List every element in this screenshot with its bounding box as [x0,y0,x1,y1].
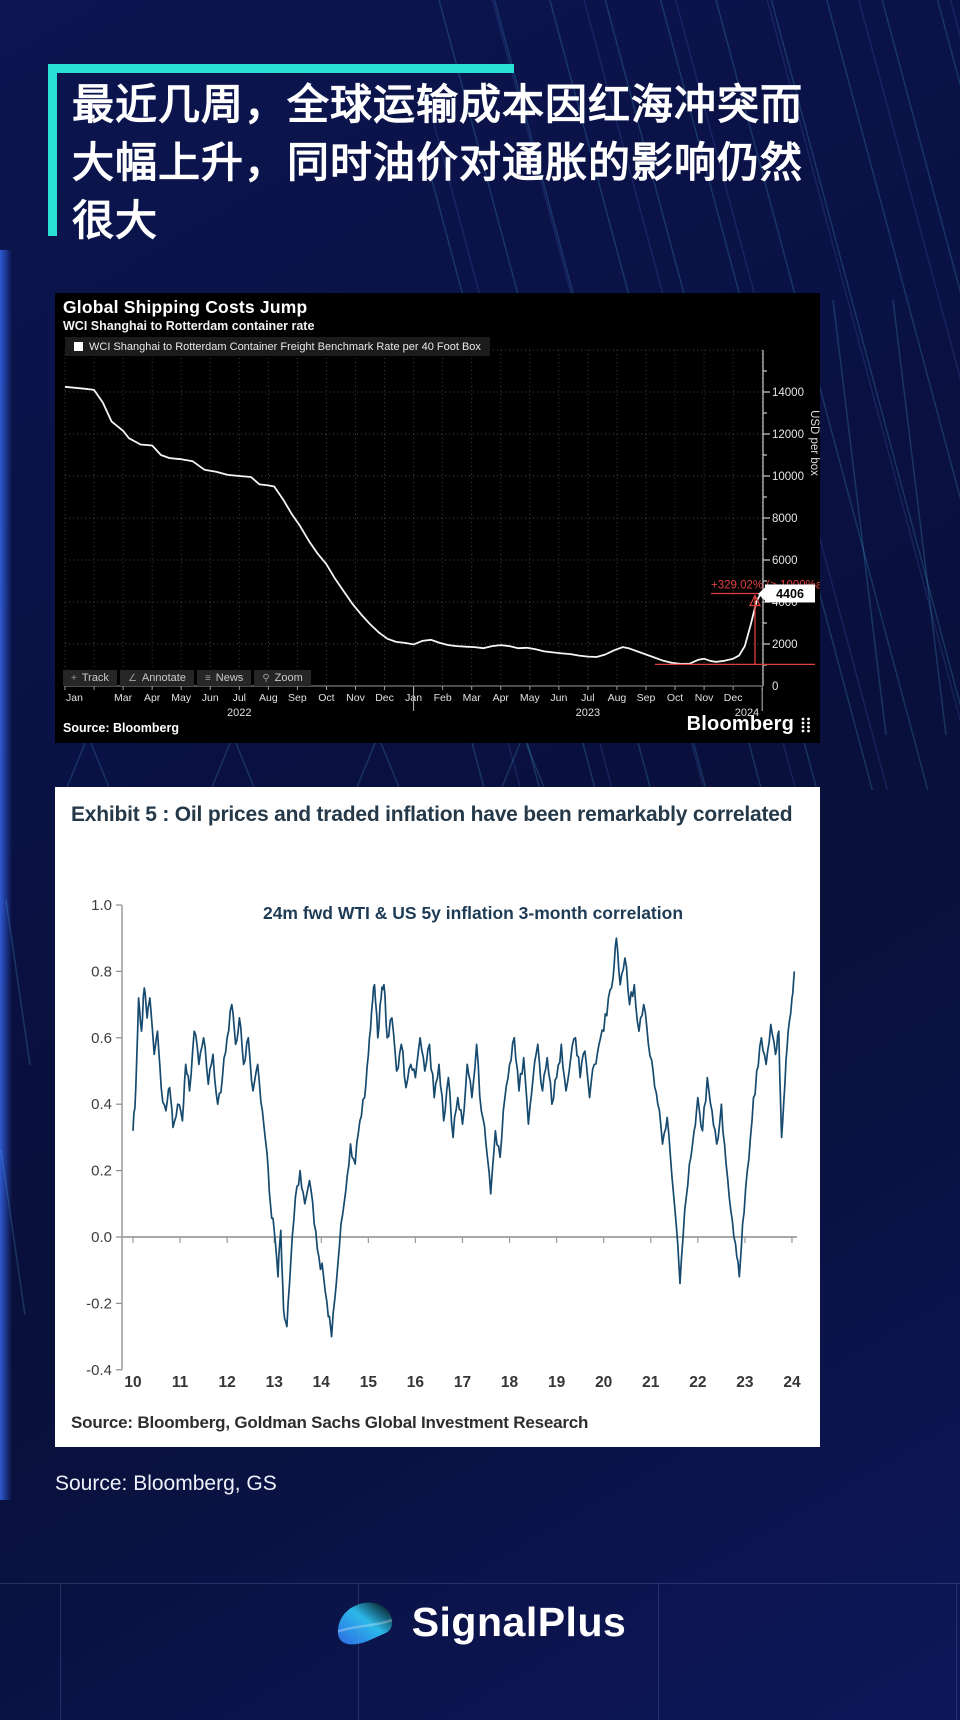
toolbar-track-button[interactable]: + Track [63,670,117,686]
svg-text:23: 23 [736,1374,754,1391]
svg-text:14000: 14000 [772,387,804,399]
svg-text:-0.4: -0.4 [86,1362,112,1379]
svg-text:Dec: Dec [375,692,394,704]
svg-text:0.2: 0.2 [91,1163,112,1180]
page-title-line-3: 很大 [72,197,159,244]
svg-text:15: 15 [360,1374,378,1391]
svg-text:13: 13 [266,1374,284,1391]
svg-text:Jun: Jun [550,692,567,704]
bloomberg-chart-panel: 0 2000 4000 6000 8000 10000 12000 14000 USD per … [55,293,820,743]
svg-text:17: 17 [454,1374,471,1391]
bloomberg-chart-title: Global Shipping Costs Jump [63,297,308,317]
bloomberg-source: Source: Bloomberg [63,721,179,735]
svg-text:4406: 4406 [776,587,804,601]
headline-accent-bar-left [48,64,57,236]
svg-text:Mar: Mar [114,692,133,704]
svg-text:24: 24 [783,1374,801,1391]
svg-text:0: 0 [772,681,778,693]
svg-text:18: 18 [501,1374,519,1391]
svg-text:20: 20 [595,1374,612,1391]
bloomberg-chart-subtitle: WCI Shanghai to Rotterdam container rate [63,319,315,333]
correlation-chart: 1.0 0.8 0.6 0.4 0.2 0.0 -0.2 -0.4 10 11 12 13 14 15 16… [86,897,801,1391]
svg-text:Sep: Sep [288,692,307,704]
svg-text:1.0: 1.0 [91,897,112,914]
bloomberg-logo: Bloomberg [687,713,812,736]
svg-text:Mar: Mar [463,692,482,704]
bloomberg-logo-dots-icon [801,717,810,733]
svg-text:14: 14 [313,1374,331,1391]
svg-text:Sep: Sep [637,692,656,704]
left-edge-glow [0,250,12,1500]
page-title-line-1: 最近几周，全球运输成本因红海冲突而 [72,81,804,128]
svg-text:Aug: Aug [608,692,627,704]
svg-text:May: May [171,692,192,704]
track-icon: + [71,672,77,684]
svg-text:May: May [520,692,541,704]
svg-text:Oct: Oct [667,692,683,704]
svg-text:12000: 12000 [772,429,804,441]
toolbar-label: Zoom [274,672,303,684]
annotate-icon: ∠ [127,672,137,684]
svg-text:Nov: Nov [695,692,714,704]
signalplus-icon [337,1602,393,1645]
bloomberg-legend: WCI Shanghai to Rotterdam Container Frei… [65,337,490,356]
page-title: 最近几周，全球运输成本因红海冲突而 大幅上升，同时油价对通胀的影响仍然 很大 [72,76,872,250]
svg-text:21: 21 [642,1374,660,1391]
bottom-grid-decor [0,1583,960,1720]
toolbar-label: Annotate [141,672,186,684]
svg-text:Nov: Nov [346,692,365,704]
source-note: Source: Bloomberg, GS [55,1472,277,1495]
svg-text:2024: 2024 [735,707,759,719]
svg-text:Aug: Aug [259,692,278,704]
svg-text:10000: 10000 [772,471,804,483]
exhibit-panel: Exhibit 5 : Oil prices and traded inflat… [55,787,820,1447]
svg-text:6000: 6000 [772,555,798,567]
svg-text:0.0: 0.0 [91,1229,112,1246]
svg-text:11: 11 [172,1374,189,1391]
svg-text:0.8: 0.8 [91,963,112,980]
exhibit-source: Source: Bloomberg, Goldman Sachs Global … [71,1413,589,1432]
svg-text:2022: 2022 [227,707,251,719]
svg-text:19: 19 [548,1374,566,1391]
toolbar-annotate-button[interactable]: ∠ Annotate [119,670,194,686]
svg-text:2023: 2023 [576,707,600,719]
svg-text:USD per box: USD per box [808,410,820,476]
bloomberg-logo-text: Bloomberg [686,713,794,735]
svg-text:10: 10 [124,1374,141,1391]
svg-text:24m fwd WTI & US 5y inflation: 24m fwd WTI & US 5y inflation 3-month co… [263,903,683,923]
svg-text:Jul: Jul [233,692,246,704]
signalplus-branding: SignalPlus [0,1593,960,1651]
legend-label: WCI Shanghai to Rotterdam Container Frei… [89,340,481,353]
toolbar-label: Track [81,672,109,684]
svg-text:8000: 8000 [772,513,798,525]
svg-text:0.6: 0.6 [91,1030,112,1047]
news-icon: ≡ [204,672,211,684]
toolbar-news-button[interactable]: ≡ News [196,670,252,686]
svg-text:Jun: Jun [202,692,219,704]
svg-text:2000: 2000 [772,639,798,651]
zoom-icon: ⚲ [262,672,270,684]
page-title-line-2: 大幅上升，同时油价对通胀的影响仍然 [72,139,804,186]
svg-text:0.4: 0.4 [91,1096,112,1113]
svg-text:Apr: Apr [144,692,161,704]
toolbar-zoom-button[interactable]: ⚲ Zoom [254,670,311,686]
svg-text:-0.2: -0.2 [86,1295,112,1312]
svg-text:Oct: Oct [318,692,334,704]
svg-text:Dec: Dec [724,692,743,704]
signalplus-wordmark: SignalPlus [411,1598,627,1645]
svg-text:12: 12 [219,1374,236,1391]
svg-text:Jul: Jul [581,692,594,704]
legend-swatch-icon [74,342,83,351]
svg-text:Apr: Apr [493,692,510,704]
svg-text:16: 16 [407,1374,425,1391]
toolbar-label: News [215,672,244,684]
svg-text:Jan: Jan [66,692,83,704]
svg-text:22: 22 [689,1374,706,1391]
bloomberg-toolbar: + Track ∠ Annotate ≡ News ⚲ Zoom [63,670,311,686]
svg-text:Feb: Feb [434,692,452,704]
exhibit-title: Exhibit 5 : Oil prices and traded inflat… [71,803,793,826]
headline-accent-bar-top [48,64,514,73]
